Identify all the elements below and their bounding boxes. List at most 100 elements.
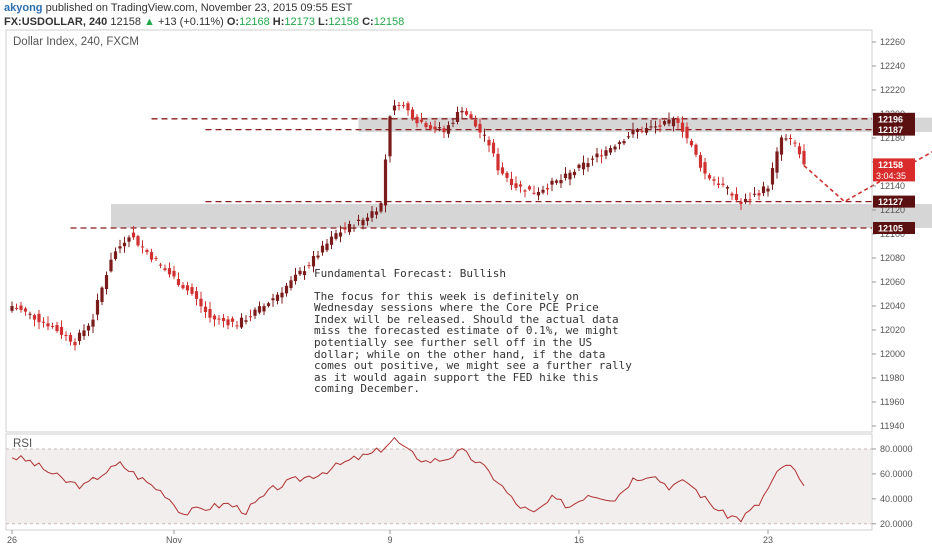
candle-body [104,275,109,290]
candle-body [68,334,73,342]
candle-body [527,186,532,190]
high-value: 12173 [284,16,315,28]
candle-body [500,167,505,174]
candle-body [446,125,451,134]
x-tick-label: 16 [574,535,584,545]
y-tick-label: 12140 [880,181,905,191]
candle-body [541,189,545,193]
candle-body [563,173,568,179]
candle-body [82,330,86,337]
candle-body [320,245,325,253]
candle-body [766,188,770,192]
rsi-chart-title: RSI [13,438,32,450]
candle-body [455,111,460,122]
forecast-heading: Fundamental Forecast: Bullish [314,267,507,280]
candle-body [712,179,716,181]
candle-body [145,250,149,253]
candle-body [109,259,113,272]
candle-body [154,257,158,259]
candle-body [266,303,271,306]
candle-body [590,158,595,160]
candle-body [302,271,307,276]
support-resistance-zone [111,204,932,228]
x-tick-label: 26 [7,535,17,545]
candle-body [262,306,266,312]
candle-body [707,175,712,179]
y-tick-label: 11940 [880,421,904,431]
candle-body [536,191,541,196]
candle-body [775,151,779,173]
candle-body [352,227,356,229]
current-price-label: 12158 [878,160,903,170]
candle-body [788,137,793,139]
candle-body [586,163,590,168]
candle-body [149,252,154,260]
candle-body [257,306,262,313]
candle-body [770,168,775,185]
candle-body [298,270,302,275]
candle-body [356,219,361,221]
price-pane[interactable] [5,29,873,433]
candle-body [797,146,802,155]
publish-info: published on TradingView.com, November 2… [45,2,353,14]
candle-body [374,211,379,215]
candle-body [604,150,608,156]
candle-body [419,119,424,122]
candle-body [635,130,640,132]
candle-body [239,317,244,328]
y-tick-label: 12120 [880,205,905,215]
candle-body [491,142,496,154]
y-tick-label: 12260 [880,37,905,47]
candle-body [743,198,748,203]
candle-body [433,126,437,130]
x-tick-label: 23 [763,535,773,545]
candle-body [14,307,19,309]
candle-body [19,305,23,310]
candle-body [730,193,734,196]
candle-body [271,298,275,301]
candle-body [370,211,374,218]
candle-body [550,180,554,185]
candle-body [397,105,401,107]
candle-body [716,183,721,185]
candle-body [410,109,415,120]
candle-body [505,172,509,178]
candle-body [689,140,694,146]
triangle-up-icon: ▲ [144,16,155,28]
candle-body [554,180,559,183]
publish-line: akyong published on TradingView.com, Nov… [4,2,352,14]
candle-body [779,137,784,155]
y-tick-label: 11960 [880,397,904,407]
candle-body [613,146,617,150]
y-tick-label: 12220 [880,85,905,95]
candle-body [680,122,685,132]
candle-body [55,325,59,332]
rsi-tick-label: 20.0000 [880,519,913,529]
candle-body [608,148,613,153]
candle-body [316,255,320,258]
symbol-label: FX:USDOLLAR, 240 [4,16,108,28]
level-price-tag [873,222,915,234]
chart-canvas[interactable]: 1226012240122201220012180121601214012120… [0,28,932,550]
open-label: O: [226,16,240,28]
current-price-tag [873,158,915,182]
open-value: 12168 [239,16,270,28]
candle-body [464,111,469,115]
y-tick-label: 12000 [880,349,905,359]
candle-body [28,313,32,315]
candle-body [140,246,145,248]
candle-body [221,317,226,321]
candle-body [176,279,181,286]
candle-body [361,219,365,226]
price-chart-title: Dollar Index, 240, FXCM [13,36,139,48]
y-tick-label: 12060 [880,277,905,287]
candle-body [388,116,392,157]
candle-body [581,162,586,170]
candle-body [509,178,514,186]
author-link[interactable]: akyong [4,2,43,14]
candle-body [451,122,455,124]
candle-body [559,179,563,184]
rsi-band [7,448,871,524]
level-price-tag [873,112,915,125]
candle-body [86,325,91,331]
